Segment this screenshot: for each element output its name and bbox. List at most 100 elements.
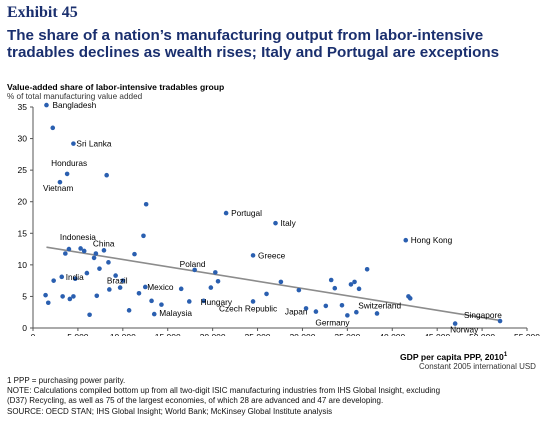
x-axis-title-footnote-marker: 1	[503, 352, 508, 359]
source-line: SOURCE: OECD STAN; IHS Global Insight; W…	[7, 406, 333, 416]
data-point	[213, 270, 218, 275]
data-point-honduras	[64, 171, 70, 177]
data-point	[97, 266, 102, 271]
y-tick-label: 30	[18, 134, 28, 144]
point-label-bangladesh: Bangladesh	[52, 100, 96, 110]
data-point-japan	[313, 309, 319, 314]
x-axis-title: GDP per capita PPP, 20101	[400, 352, 507, 362]
data-point-norway	[452, 321, 458, 326]
y-tick-label: 20	[18, 197, 28, 207]
point-label-portugal: Portugal	[231, 208, 262, 218]
data-point	[107, 287, 112, 292]
data-point	[101, 248, 107, 253]
data-point	[159, 302, 164, 307]
data-point	[323, 303, 329, 309]
data-point	[60, 294, 65, 299]
y-axis-title: Value-added share of labor-intensive tra…	[7, 82, 225, 92]
point-label-malaysia: Malaysia	[159, 308, 192, 318]
data-point-singapore	[497, 318, 503, 324]
headline-line-2: tradables declines as wealth rises; Ital…	[7, 44, 500, 61]
chart-headline: The share of a nation’s manufacturing ou…	[7, 27, 537, 61]
point-label-hong-kong: Hong Kong	[411, 235, 453, 245]
x-tick-label: 45,000	[424, 332, 450, 336]
y-tick-label: 5	[22, 291, 27, 301]
data-point-bangladesh	[44, 102, 49, 108]
data-point	[78, 246, 83, 251]
data-point	[348, 282, 354, 287]
y-tick-label: 10	[18, 260, 28, 270]
data-point-italy	[273, 220, 278, 226]
exhibit-number: Exhibit 45	[7, 4, 78, 21]
x-tick-label: 25,000	[245, 332, 271, 336]
data-point	[43, 292, 48, 298]
data-point	[339, 302, 345, 308]
data-point	[149, 298, 154, 304]
data-point-vietnam	[57, 179, 63, 185]
point-label-greece: Greece	[258, 250, 286, 260]
data-point	[117, 285, 123, 290]
data-point	[84, 270, 90, 276]
data-point	[136, 290, 142, 296]
data-point-malaysia	[151, 311, 157, 317]
x-tick-label: 15,000	[155, 332, 181, 336]
data-point	[143, 201, 149, 207]
point-label-india: India	[66, 272, 84, 282]
data-point	[141, 233, 146, 239]
note-line-1: NOTE: Calculations compiled bottom up fr…	[7, 386, 441, 396]
data-point	[278, 279, 284, 285]
data-point	[354, 309, 359, 315]
data-point	[352, 279, 357, 285]
data-point	[87, 312, 92, 318]
data-point	[104, 172, 109, 178]
chart-notes: 1 PPP = purchasing power parity. NOTE: C…	[7, 376, 542, 417]
point-label-poland: Poland	[180, 259, 206, 269]
x-tick-label: 55,000	[514, 332, 540, 336]
point-label-sri-lanka: Sri Lanka	[76, 139, 111, 149]
x-tick-label: 20,000	[200, 332, 226, 336]
point-label-brazil: Brazil	[107, 276, 128, 286]
data-point	[126, 308, 132, 313]
data-point-greece	[250, 253, 256, 258]
point-label-switzerland: Switzerland	[358, 300, 401, 310]
point-label-germany: Germany	[315, 317, 350, 327]
data-point	[67, 296, 73, 302]
data-point	[215, 278, 221, 284]
footnote-ppp: 1 PPP = purchasing power parity.	[7, 376, 126, 385]
data-point	[50, 125, 56, 131]
data-point	[356, 286, 362, 292]
point-label-italy: Italy	[281, 218, 297, 228]
data-point	[106, 260, 111, 265]
x-axis-title-text: GDP per capita PPP, 2010	[400, 352, 504, 362]
data-point-brazil	[120, 278, 126, 283]
point-label-japan: Japan	[285, 307, 308, 317]
data-point	[71, 294, 76, 299]
data-point-indonesia	[66, 246, 72, 252]
headline-line-1: The share of a nation’s manufacturing ou…	[7, 27, 484, 44]
x-tick-label: 5,000	[67, 332, 89, 336]
point-label-mexico: Mexico	[147, 282, 174, 292]
data-point	[91, 255, 97, 261]
data-point	[374, 311, 380, 316]
data-point-sri-lanka	[71, 141, 76, 146]
y-tick-label: 35	[18, 102, 28, 112]
x-tick-label: 10,000	[110, 332, 136, 336]
point-label-hungary: Hungary	[201, 297, 233, 307]
data-point	[72, 276, 78, 282]
data-point	[45, 300, 51, 306]
data-point	[51, 278, 56, 283]
data-point-czech-republic	[250, 299, 256, 304]
point-label-norway: Norway	[450, 325, 479, 335]
data-point	[328, 277, 334, 283]
y-tick-label: 25	[18, 165, 28, 175]
data-point	[332, 285, 338, 291]
x-tick-label: 40,000	[379, 332, 405, 336]
data-point-china	[93, 251, 99, 256]
data-point	[296, 287, 302, 293]
data-point	[81, 248, 87, 254]
scatter-chart: 0 5 10 15 20 25 30 35 0 5,000 10,000 15,000 20,000 25…	[18, 100, 541, 336]
data-point-hong-kong	[403, 237, 409, 243]
data-point-mexico	[142, 284, 148, 290]
point-label-czech-republic: Czech Republic	[219, 303, 277, 313]
point-label-china: China	[93, 238, 115, 248]
point-label-vietnam: Vietnam	[43, 183, 73, 193]
